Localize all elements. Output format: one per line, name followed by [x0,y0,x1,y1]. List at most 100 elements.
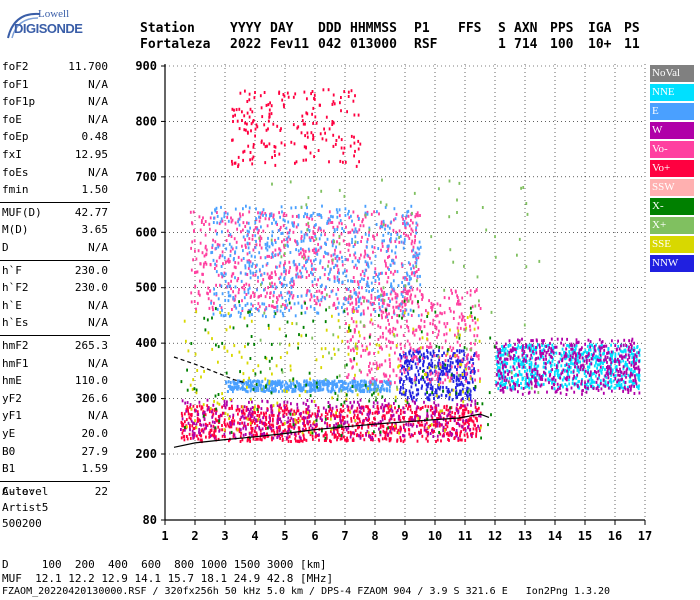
data-point [231,247,234,251]
data-point [281,409,284,413]
data-point [313,277,316,281]
data-point [259,238,261,242]
data-point [283,212,286,216]
data-point [406,273,409,277]
data-point [428,393,431,397]
data-point [415,221,418,225]
data-point [219,220,222,224]
data-point [255,226,257,230]
data-point [250,423,252,427]
data-point [243,296,246,300]
data-point [369,256,371,260]
data-point [283,400,286,404]
data-point [550,369,552,373]
data-point [336,278,339,282]
data-point [382,387,385,391]
data-point [280,232,283,235]
data-point [370,303,373,307]
data-point [244,264,247,268]
data-point [283,383,286,387]
data-point [596,385,599,389]
data-point [315,431,317,435]
data-point [559,383,562,387]
data-point [468,423,470,426]
data-point [524,366,527,369]
data-point [574,365,576,369]
data-point [335,382,338,386]
data-point [367,419,370,422]
data-point [269,101,271,105]
data-point [254,234,257,238]
data-point [530,346,533,350]
data-point [181,431,184,435]
data-point [612,373,615,377]
data-point [305,402,307,406]
data-point [384,261,387,265]
data-point [214,240,217,244]
data-point [300,271,303,275]
data-point [405,377,408,381]
data-point [199,419,201,423]
data-point [359,385,362,389]
data-point [280,406,282,410]
data-point [438,367,441,371]
data-point [211,250,214,254]
data-point [546,360,549,364]
data-point [366,261,369,265]
data-point [254,421,256,425]
data-point [258,427,261,431]
data-point [534,372,537,376]
data-point [619,374,621,377]
data-point [379,389,382,393]
data-point [434,420,437,424]
data-point [254,273,257,277]
data-point [624,355,627,359]
data-point [258,379,260,383]
data-point [521,352,524,356]
data-point [320,298,323,302]
data-point [271,285,274,289]
data-point [332,215,334,219]
data-point [207,406,210,410]
data-point [402,288,405,292]
data-point [635,354,638,358]
data-point [189,210,192,214]
data-point [292,279,295,283]
data-point [211,415,214,419]
data-point [528,343,531,347]
data-point [358,217,360,220]
data-point [306,420,309,424]
data-point [628,356,631,360]
data-point [307,383,309,387]
data-point [374,434,377,438]
data-point [521,337,523,341]
data-point [513,367,516,371]
data-point [389,408,392,412]
data-point [425,437,428,441]
data-point [604,382,607,386]
data-point [246,100,249,103]
data-point [236,404,239,408]
data-point [326,384,329,387]
data-point [254,426,257,430]
data-point [604,384,607,388]
data-point [390,282,393,286]
data-point [276,430,279,434]
data-point [408,389,411,393]
data-point [277,379,279,383]
data-point [251,264,253,268]
data-point [248,242,251,246]
data-point [411,399,414,403]
data-point [181,423,184,427]
data-point [358,417,361,421]
data-point [258,229,260,233]
data-point [282,283,285,287]
data-point [359,382,362,386]
data-point [392,228,395,232]
param-value: N/A [88,165,108,179]
data-point [338,414,341,418]
data-point [330,290,333,294]
data-point [396,409,399,412]
data-point [512,347,515,351]
data-point [299,384,302,388]
